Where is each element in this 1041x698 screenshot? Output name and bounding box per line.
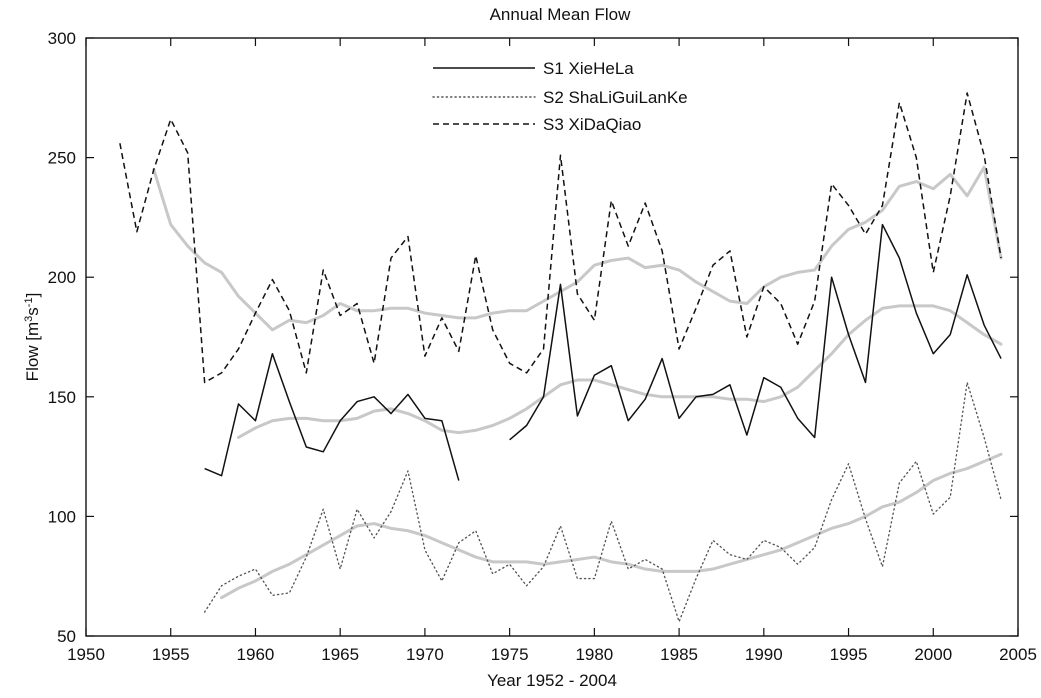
y-axis-label: Flow [m3s-1] (23, 293, 42, 382)
series-line-trend-3-segment-1 (152, 165, 1003, 332)
y-axis-label-middle: s (23, 307, 42, 316)
legend: S1 XieHeLa S2 ShaLiGuiLanKe S3 XiDaQiao (432, 59, 688, 134)
x-tick-label: 1950 (67, 645, 105, 664)
x-tick-label: 2005 (999, 645, 1037, 664)
x-tick-label: 1965 (321, 645, 359, 664)
y-tick-label: 200 (48, 268, 76, 287)
y-axis-label-superscript-1: 3 (23, 316, 35, 322)
x-tick-label: 2000 (914, 645, 952, 664)
y-tick-label: 250 (48, 149, 76, 168)
x-tick-label: 1955 (152, 645, 190, 664)
y-axis-ticks: 50 100 150 200 250 300 (48, 29, 1018, 646)
series-line-s3-xidaqiao-segment-1 (119, 92, 1002, 384)
y-tick-label: 150 (48, 388, 76, 407)
x-tick-label: 1970 (406, 645, 444, 664)
x-tick-label: 1975 (491, 645, 529, 664)
x-tick-label: 1990 (745, 645, 783, 664)
legend-label-s3: S3 XiDaQiao (543, 115, 641, 134)
y-axis-label-superscript-2: -1 (23, 297, 35, 307)
chart-title: Annual Mean Flow (490, 5, 632, 24)
series-line-s1-xiehela-segment-1 (204, 352, 460, 481)
x-tick-label: 1960 (237, 645, 275, 664)
series-line-trend-5-segment-1 (220, 452, 1003, 600)
y-tick-label: 50 (57, 627, 76, 646)
x-tick-label: 1995 (830, 645, 868, 664)
series-layer (119, 92, 1003, 623)
x-axis-label: Year 1952 - 2004 (487, 671, 617, 690)
series-line-trend-4-segment-1 (237, 304, 1003, 439)
x-tick-label: 1985 (660, 645, 698, 664)
series-line-s2-shaliguilanke-segment-1 (203, 381, 1002, 623)
legend-label-s1: S1 XieHeLa (543, 59, 634, 78)
y-axis-label-suffix: ] (23, 293, 42, 298)
x-axis-ticks: 1950 1955 1960 1965 1970 1975 1980 1985 1990 1995… (67, 38, 1037, 664)
y-tick-label: 300 (48, 29, 76, 48)
series-line-s1-xiehela-segment-2 (509, 223, 1002, 441)
y-tick-label: 100 (48, 507, 76, 526)
x-tick-label: 1980 (575, 645, 613, 664)
y-axis-label-prefix: Flow [m (23, 322, 42, 382)
legend-label-s2: S2 ShaLiGuiLanKe (543, 88, 688, 107)
